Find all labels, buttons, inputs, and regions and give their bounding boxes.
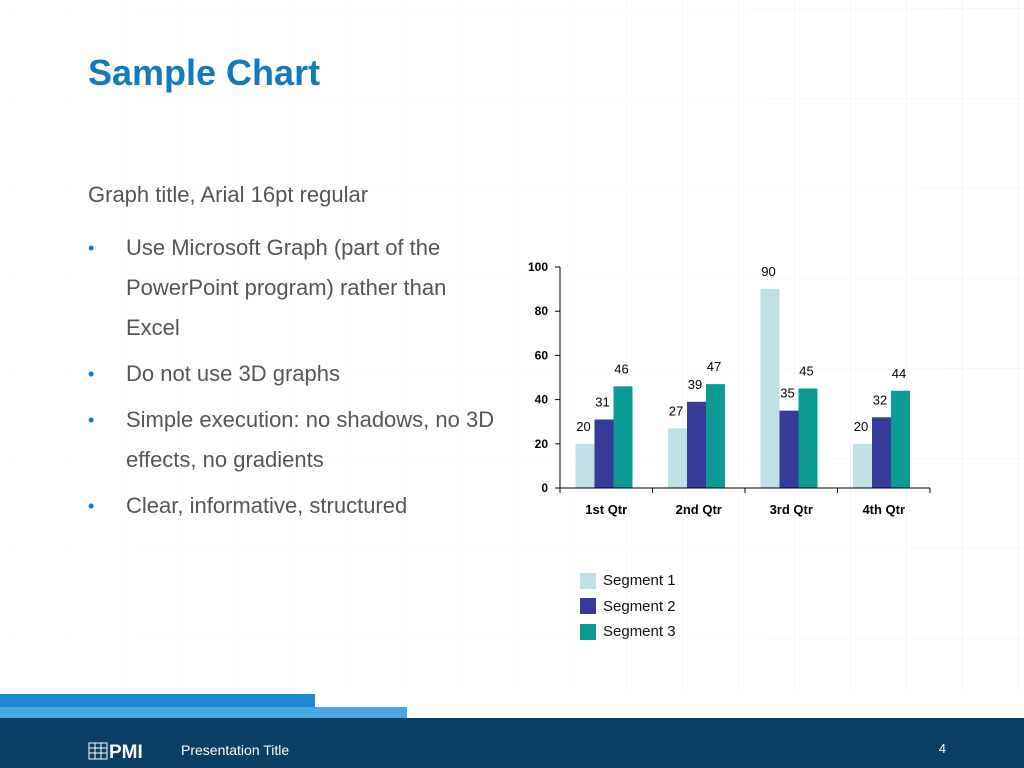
data-label: 47 bbox=[707, 359, 721, 374]
data-label: 35 bbox=[780, 386, 794, 401]
bullet-text: Clear, informative, structured bbox=[126, 493, 408, 518]
bar-chart: 0 20 40 60 80 100 1st Qtr 2nd Qtr 3rd Qtr 4th Qtr… bbox=[528, 260, 931, 517]
y-tick-label: 40 bbox=[535, 393, 549, 407]
bullet-icon: • bbox=[88, 410, 95, 430]
bar bbox=[613, 386, 633, 488]
bar bbox=[872, 417, 891, 488]
bar bbox=[779, 410, 799, 488]
y-tick-label: 100 bbox=[528, 260, 548, 274]
data-label: 27 bbox=[669, 403, 683, 418]
footer-accent-band bbox=[0, 694, 315, 707]
y-tick-label: 60 bbox=[535, 348, 549, 362]
data-label: 44 bbox=[892, 366, 906, 381]
bar bbox=[853, 443, 872, 488]
data-label: 46 bbox=[614, 361, 628, 376]
bar bbox=[706, 384, 725, 488]
page-number: 4 bbox=[938, 741, 946, 756]
data-label: 20 bbox=[854, 419, 868, 434]
bullet-icon: • bbox=[88, 496, 95, 516]
bullet-item: • Clear, informative, structured bbox=[88, 486, 498, 526]
data-label: 39 bbox=[688, 377, 702, 392]
bullet-text: Simple execution: no shadows, no 3D effe… bbox=[126, 407, 495, 472]
x-tick-label: 3rd Qtr bbox=[770, 502, 813, 517]
legend-label: Segment 1 bbox=[603, 572, 676, 590]
legend-swatch bbox=[580, 598, 596, 615]
data-label: 20 bbox=[576, 419, 590, 434]
bar bbox=[891, 390, 910, 488]
presentation-title: Presentation Title bbox=[181, 742, 290, 758]
data-label: 90 bbox=[761, 264, 775, 279]
legend-swatch bbox=[580, 623, 596, 640]
legend-item-segment-3: Segment 3 bbox=[580, 619, 676, 645]
x-tick-label: 1st Qtr bbox=[585, 502, 627, 517]
legend-label: Segment 3 bbox=[603, 623, 676, 641]
bullet-icon: • bbox=[88, 238, 95, 258]
bullet-text: Do not use 3D graphs bbox=[126, 361, 341, 386]
x-tick-label: 4th Qtr bbox=[862, 502, 905, 517]
bullet-item: • Simple execution: no shadows, no 3D eff… bbox=[88, 400, 498, 480]
bar bbox=[575, 443, 595, 488]
graph-title-note: Graph title, Arial 16pt regular bbox=[88, 182, 369, 207]
y-tick-label: 20 bbox=[535, 437, 549, 451]
y-tick-label: 0 bbox=[541, 481, 548, 495]
bullet-text: Use Microsoft Graph (part of the PowerPo… bbox=[126, 235, 447, 340]
logo-text: PMI bbox=[109, 742, 143, 760]
bar bbox=[687, 401, 706, 488]
bar bbox=[594, 419, 614, 488]
x-tick-label: 2nd Qtr bbox=[676, 502, 722, 517]
data-label: 32 bbox=[873, 392, 887, 407]
legend-item-segment-1: Segment 1 bbox=[580, 568, 676, 594]
chart-legend: Segment 1 Segment 2 Segment 3 bbox=[580, 568, 676, 645]
bar bbox=[798, 388, 818, 488]
legend-item-segment-2: Segment 2 bbox=[580, 594, 676, 620]
y-tick-label: 80 bbox=[535, 304, 549, 318]
data-label: 45 bbox=[799, 364, 813, 379]
footer-bar bbox=[0, 718, 1024, 768]
bullet-icon: • bbox=[88, 364, 95, 384]
legend-swatch bbox=[580, 572, 596, 589]
slide-title: Sample Chart bbox=[88, 52, 321, 93]
bullet-list: • Use Microsoft Graph (part of the PowerP… bbox=[88, 228, 498, 532]
bullet-item: • Use Microsoft Graph (part of the PowerP… bbox=[88, 228, 498, 348]
bar bbox=[760, 289, 780, 488]
footer-accent-band bbox=[0, 707, 407, 718]
bullet-item: • Do not use 3D graphs bbox=[88, 354, 498, 394]
data-label: 31 bbox=[595, 394, 609, 409]
background-fade bbox=[0, 0, 1024, 690]
bar bbox=[668, 428, 687, 488]
pmi-logo-icon: PMI bbox=[88, 742, 143, 760]
legend-label: Segment 2 bbox=[603, 597, 676, 615]
